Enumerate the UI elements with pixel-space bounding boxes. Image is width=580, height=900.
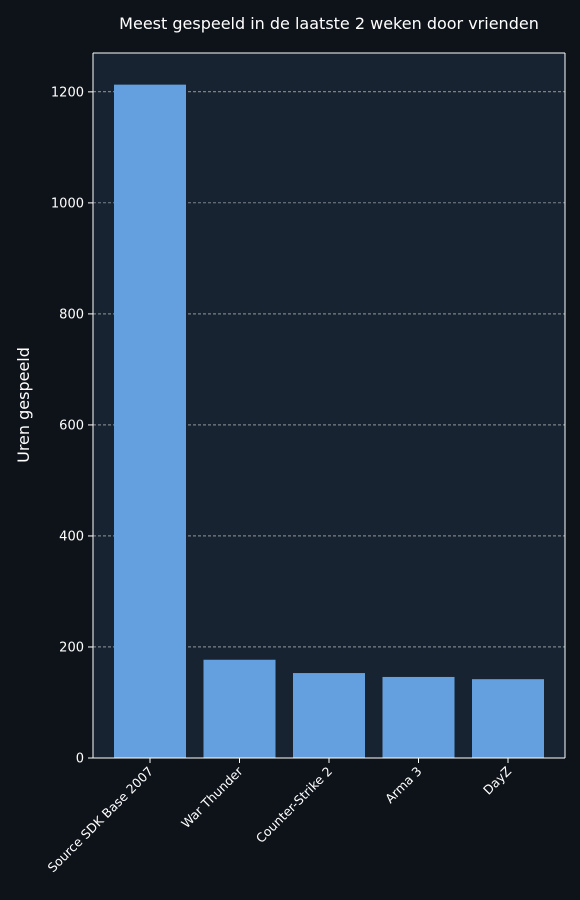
y-axis-ticks: 0 200 400 600 800 1000 1200 (51, 85, 93, 767)
gridlines (93, 91, 565, 648)
bar (382, 676, 455, 758)
y-tick-label: 1200 (51, 85, 84, 100)
bar (114, 84, 186, 759)
y-tick-label: 1000 (51, 196, 84, 211)
bar (203, 659, 276, 758)
y-tick-label: 600 (59, 418, 84, 433)
x-tick-label: War Thunder (178, 763, 246, 831)
bars (114, 84, 544, 759)
y-tick-label: 0 (76, 752, 84, 767)
y-tick-label: 200 (59, 640, 84, 655)
x-axis-ticks: Source SDK Base 2007 War Thunder Counter-S… (44, 758, 514, 875)
y-tick-label: 800 (59, 307, 84, 322)
y-tick-label: 400 (59, 529, 84, 544)
y-axis-label: Uren gespeeld (14, 347, 33, 463)
x-tick-label: DayZ (480, 764, 514, 798)
x-tick-label: Counter-Strike 2 (253, 764, 335, 846)
x-tick-label: Source SDK Base 2007 (44, 764, 156, 876)
x-tick-label: Arma 3 (382, 764, 425, 807)
chart-title: Meest gespeeld in de laatste 2 weken doo… (119, 14, 539, 33)
bar (472, 679, 544, 758)
bar (293, 673, 365, 758)
